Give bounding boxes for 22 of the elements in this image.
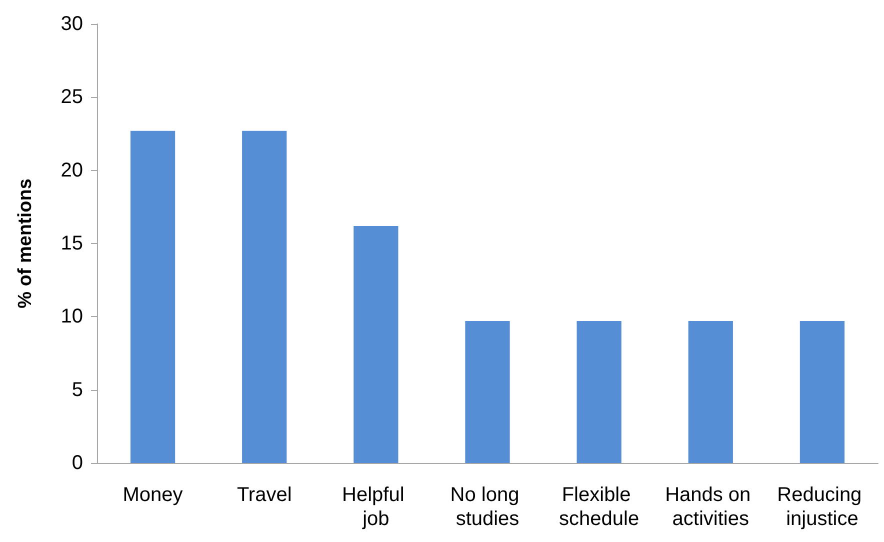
y-tick-label: 20 [60,159,83,182]
x-tick-label: Reducing injustice [777,484,868,530]
x-tick-label: Travel [236,484,292,506]
bar [130,130,176,463]
x-tick-label: Flexible schedule [559,484,640,530]
x-tick-label: No long studies [450,484,525,530]
y-tick-label: 0 [72,452,83,474]
y-axis-title: % of mentions [15,178,36,308]
x-tick-label: Hands on activities [665,484,756,530]
bar [242,130,287,463]
x-tick-label: Money [122,484,183,506]
bar [688,321,733,463]
y-tick-label: 25 [60,86,83,108]
y-tick-label: 5 [72,378,83,401]
bar [800,321,845,463]
x-tick-label: Helpful job [342,484,410,530]
bar [354,226,398,463]
bar [576,321,622,463]
y-tick-label: 15 [60,232,83,254]
y-tick-label: 10 [60,306,83,328]
y-tick-label: 30 [60,13,83,35]
bar [465,321,510,463]
